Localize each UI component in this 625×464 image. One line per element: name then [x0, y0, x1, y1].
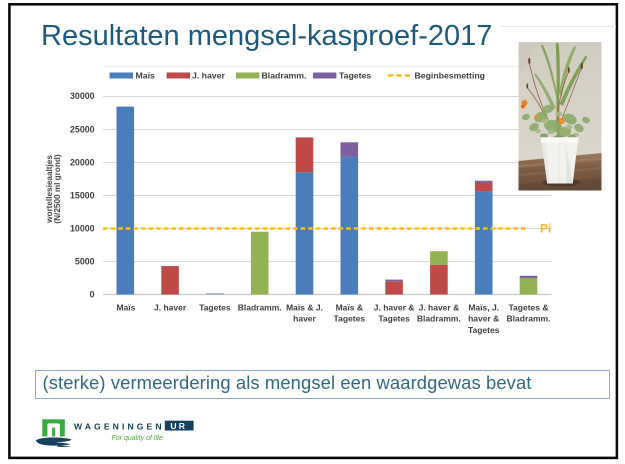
svg-text:25000: 25000: [70, 124, 95, 134]
svg-text:5000: 5000: [75, 257, 95, 267]
svg-text:(N/2500 ml grond): (N/2500 ml grond): [53, 154, 62, 223]
svg-text:0: 0: [90, 290, 95, 300]
svg-text:haver: haver: [293, 314, 316, 324]
svg-text:Beginbesmetting: Beginbesmetting: [415, 70, 485, 80]
svg-text:Maïs &: Maïs &: [336, 303, 363, 313]
svg-text:For quality of life: For quality of life: [112, 435, 163, 442]
svg-text:WAGENINGEN: WAGENINGEN: [74, 421, 165, 431]
svg-text:Tagetes: Tagetes: [339, 70, 371, 80]
svg-text:Bladramm.: Bladramm.: [507, 314, 551, 324]
svg-text:Bladramm.: Bladramm.: [262, 70, 307, 80]
svg-text:Maïs: Maïs: [116, 303, 135, 313]
svg-text:J. haver: J. haver: [192, 70, 225, 80]
svg-text:Bladramm.: Bladramm.: [238, 303, 282, 313]
svg-text:Tagetes: Tagetes: [199, 303, 231, 313]
svg-text:Tagetes: Tagetes: [378, 314, 410, 324]
svg-text:15000: 15000: [70, 191, 95, 201]
svg-text:Tagetes &: Tagetes &: [509, 303, 549, 313]
svg-text:J. haver &: J. haver &: [374, 303, 415, 313]
svg-text:UR: UR: [170, 421, 187, 431]
svg-text:J. haver: J. haver: [154, 303, 187, 313]
svg-text:wortellesieaaltjes: wortellesieaaltjes: [45, 155, 54, 224]
svg-text:20000: 20000: [70, 157, 95, 167]
svg-text:Tagetes: Tagetes: [334, 314, 366, 324]
svg-text:30000: 30000: [70, 91, 95, 101]
svg-text:Maïs, J.: Maïs, J.: [468, 303, 499, 313]
svg-text:Tagetes: Tagetes: [468, 325, 500, 335]
svg-text:10000: 10000: [70, 224, 95, 234]
svg-text:Maïs: Maïs: [136, 70, 155, 80]
svg-text:Bladramm.: Bladramm.: [417, 314, 461, 324]
svg-text:Pi: Pi: [540, 222, 551, 236]
svg-text:haver &: haver &: [468, 314, 499, 324]
svg-text:J. haver &: J. haver &: [419, 303, 460, 313]
svg-text:Maïs & J.: Maïs & J.: [286, 303, 323, 313]
